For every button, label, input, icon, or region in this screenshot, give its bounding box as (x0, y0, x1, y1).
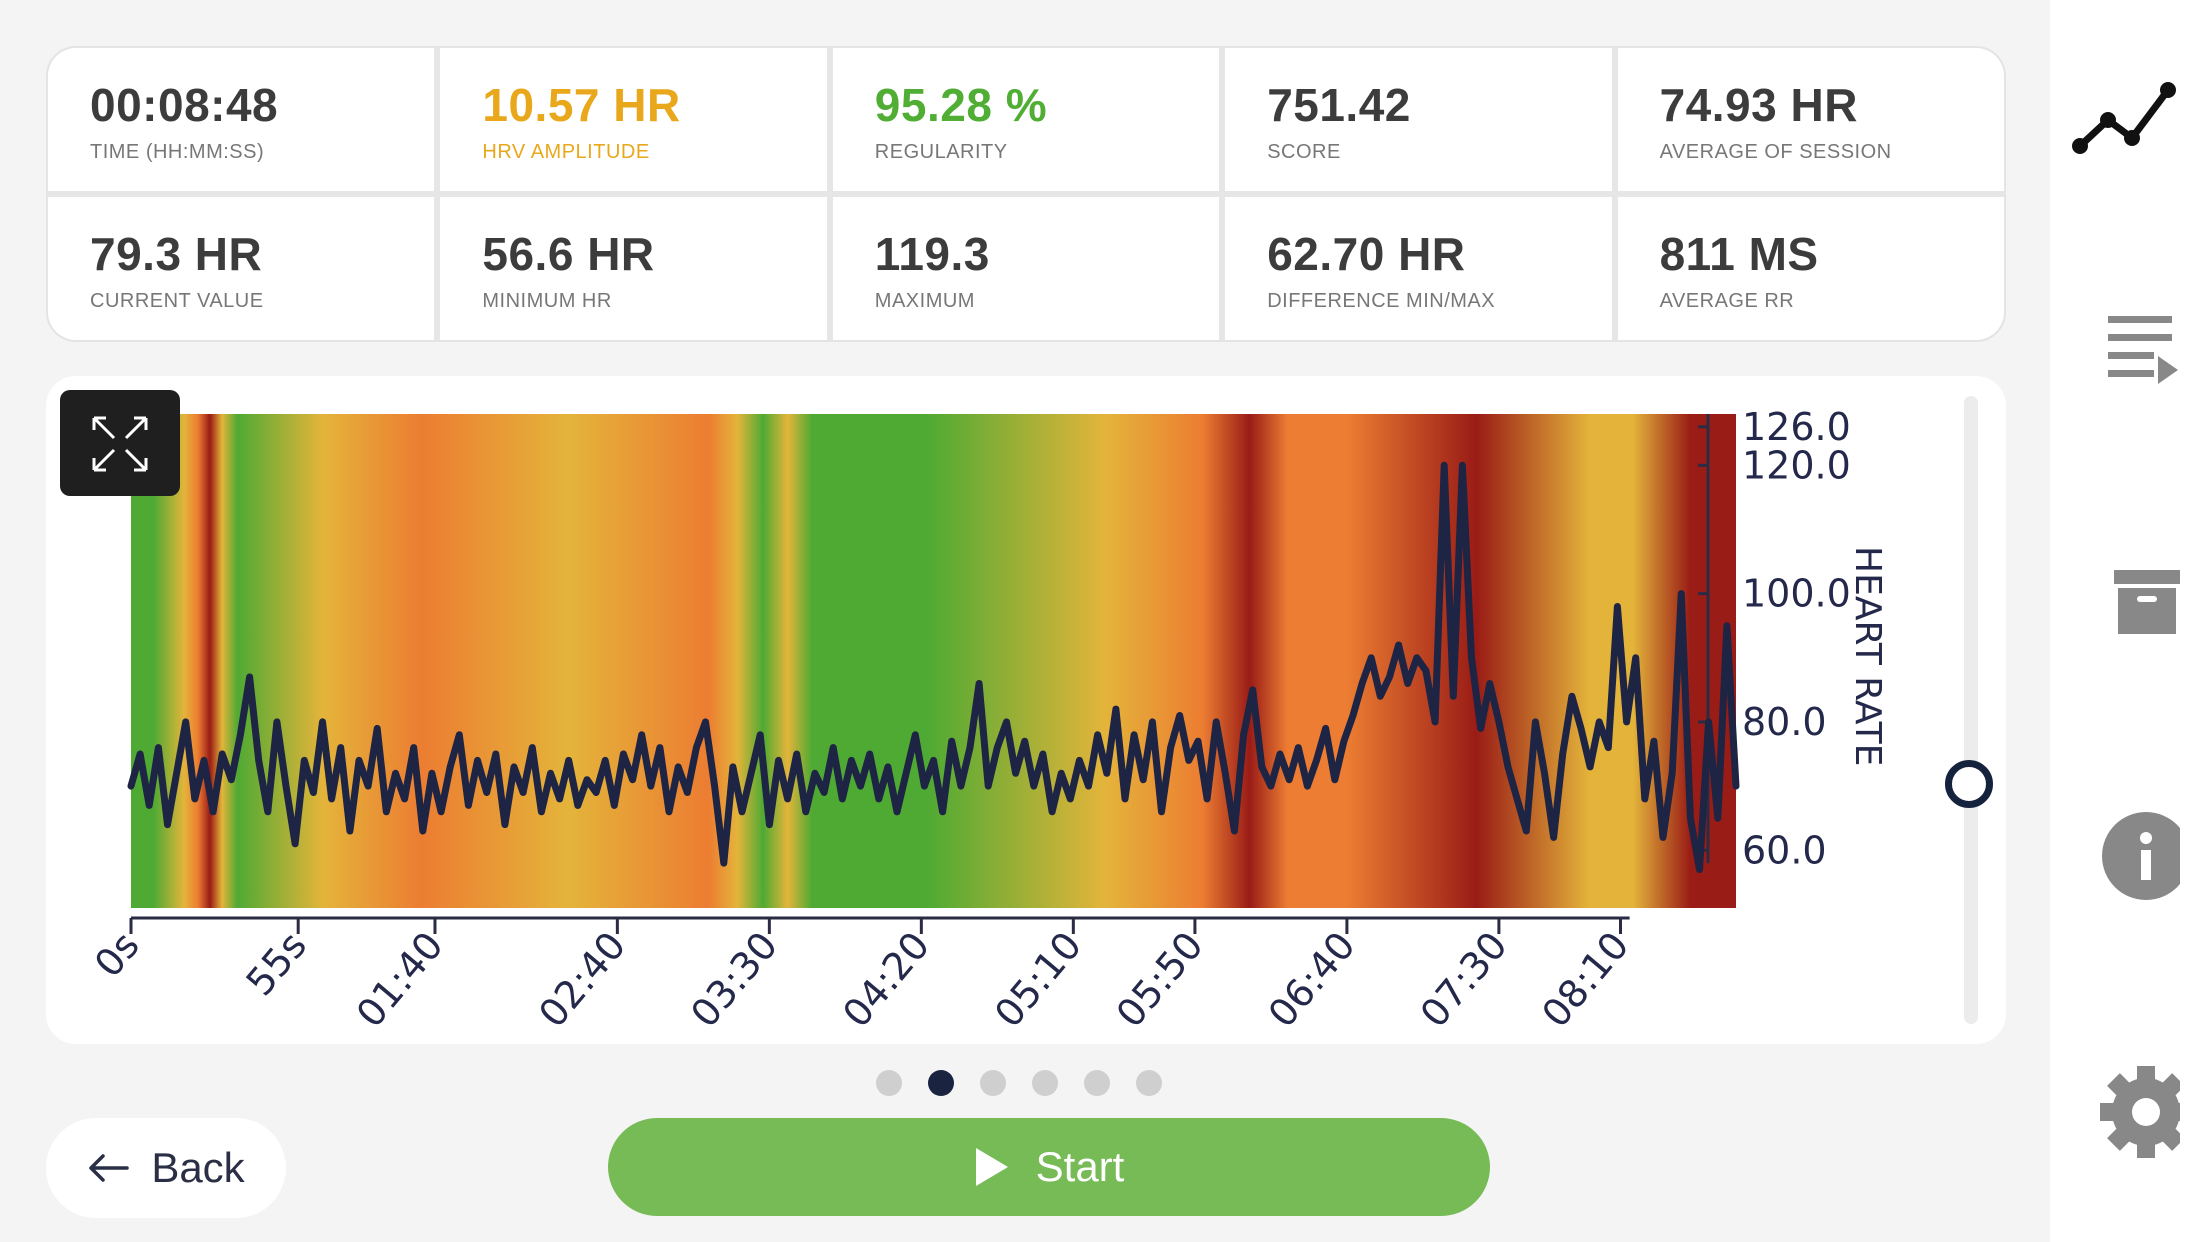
back-button[interactable]: Back (46, 1118, 286, 1218)
stat-cell: 10.57 HR HRV AMPLITUDE (440, 48, 827, 191)
page-dot[interactable] (980, 1070, 1006, 1096)
sidebar-item-settings[interactable] (2070, 1064, 2192, 1169)
stat-value: 95.28 % (874, 79, 1048, 131)
page-dot[interactable] (1136, 1070, 1162, 1096)
x-tick-label: 05:50 (1108, 924, 1212, 1036)
scroll-handle[interactable] (1945, 760, 1993, 808)
stat-value: 10.57 HR (482, 79, 681, 131)
stat-value: 62.70 HR (1267, 228, 1466, 280)
archive-icon (2114, 570, 2180, 634)
sidebar-item-info[interactable] (2070, 812, 2190, 907)
stat-cell: 79.3 HR CURRENT VALUE (48, 197, 435, 340)
stat-cell: 811 MS AVERAGE RR (1617, 197, 2004, 340)
page-dot[interactable] (1084, 1070, 1110, 1096)
stat-label: AVERAGE RR (1659, 290, 1795, 313)
vertical-scrollbar[interactable] (1964, 396, 1978, 1024)
x-tick-label: 04:20 (834, 924, 938, 1036)
stat-label: MINIMUM HR (482, 290, 612, 313)
stat-label: HRV AMPLITUDE (482, 141, 650, 164)
x-tick-label: 0s (86, 924, 148, 986)
sidebar-item-playlist[interactable] (2070, 312, 2180, 397)
stat-label: AVERAGE OF SESSION (1659, 141, 1892, 164)
play-icon (975, 1148, 1008, 1186)
y-tick-label: 60.0 (1742, 828, 1827, 872)
page-dot[interactable] (928, 1070, 954, 1096)
x-tick-label: 05:10 (986, 924, 1090, 1036)
y-tick-label: 100.0 (1742, 572, 1851, 616)
x-tick-label: 06:40 (1260, 924, 1364, 1036)
start-label: Start (1035, 1143, 1125, 1190)
expand-icon (92, 416, 148, 472)
stat-value: 811 MS (1659, 228, 1819, 280)
sidebar-item-chart[interactable] (2070, 78, 2180, 163)
info-icon (2102, 812, 2190, 900)
x-tick-label: 03:30 (682, 924, 786, 1036)
stat-value: 751.42 (1267, 79, 1411, 131)
stat-value: 79.3 HR (90, 228, 263, 280)
stat-value: 74.93 HR (1659, 79, 1858, 131)
stat-cell: 62.70 HR DIFFERENCE MIN/MAX (1225, 197, 1612, 340)
stat-cell: 95.28 % REGULARITY (832, 48, 1220, 191)
y-axis-title: HEART RATE (1847, 546, 1888, 766)
x-tick-label: 08:10 (1533, 924, 1637, 1036)
heart-rate-line (127, 461, 1740, 873)
x-tick-label: 01:40 (348, 924, 452, 1036)
sidebar (2050, 0, 2208, 1242)
chart-line-icon (2072, 82, 2176, 154)
back-label: Back (151, 1144, 245, 1191)
chart-card: 126.0 120.0 100.0 80.0 60.0 HEART RATE 0s 55s 01… (46, 376, 2006, 1044)
stat-cell: 119.3 MAXIMUM (832, 197, 1220, 340)
y-tick-label: 120.0 (1742, 443, 1851, 487)
stat-label: SCORE (1267, 141, 1341, 164)
x-tick-label: 55s (238, 924, 316, 1004)
stat-label: REGULARITY (874, 141, 1008, 164)
stat-label: DIFFERENCE MIN/MAX (1267, 290, 1496, 313)
x-tick-label: 07:30 (1412, 924, 1516, 1036)
zone-background (131, 414, 1736, 908)
playlist-icon (2108, 316, 2178, 384)
stat-label: TIME (HH:MM:SS) (90, 141, 265, 164)
stat-cell: 56.6 HR MINIMUM HR (440, 197, 827, 340)
stat-value: 56.6 HR (482, 228, 655, 280)
page-dot[interactable] (876, 1070, 902, 1096)
expand-button[interactable] (60, 390, 180, 496)
stat-cell: 751.42 SCORE (1225, 48, 1612, 191)
stat-value: 119.3 (874, 228, 990, 280)
x-tick-label: 02:40 (530, 924, 634, 1036)
page-dot[interactable] (1032, 1070, 1058, 1096)
stat-value: 00:08:48 (90, 79, 279, 131)
start-button[interactable]: Start (608, 1118, 1490, 1216)
sidebar-item-archive[interactable] (2070, 568, 2180, 643)
y-tick-label: 126.0 (1742, 405, 1851, 449)
stat-label: CURRENT VALUE (90, 290, 264, 313)
stat-cell: 74.93 HR AVERAGE OF SESSION (1617, 48, 2004, 191)
y-tick-label: 80.0 (1742, 700, 1827, 744)
stat-cell: 00:08:48 TIME (HH:MM:SS) (48, 48, 435, 191)
settings-icon (2100, 1066, 2192, 1158)
stat-label: MAXIMUM (874, 290, 975, 313)
pagination-dots (876, 1070, 1162, 1096)
arrow-left-icon (89, 1154, 130, 1182)
stats-grid: 00:08:48 TIME (HH:MM:SS) 10.57 HR HRV AMPLI… (46, 46, 2006, 342)
